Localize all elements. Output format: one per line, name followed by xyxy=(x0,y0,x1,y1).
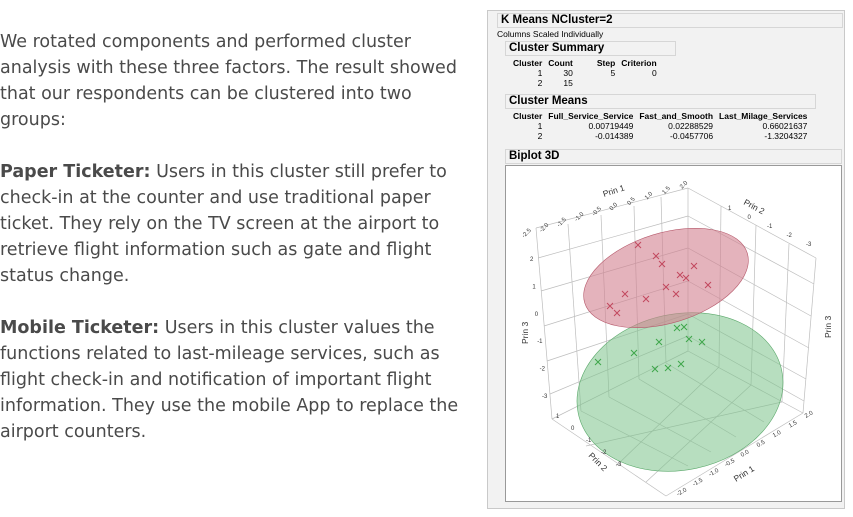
cluster-1-point xyxy=(606,302,614,310)
cluster-2-point xyxy=(685,335,693,343)
scaling-note: Columns Scaled Individually xyxy=(497,29,604,39)
tick-label: -1 xyxy=(767,224,773,230)
paper-ticketer-text: Users in this cluster still prefer to ch… xyxy=(0,162,447,286)
summary-header: Cluster xyxy=(513,58,543,68)
criterion-value: 0 xyxy=(651,68,657,78)
cluster-markers xyxy=(594,241,712,373)
tick-label: -2.0 xyxy=(676,487,689,498)
tick-label: 0.0 xyxy=(740,449,751,459)
tick-label: -1 xyxy=(586,438,592,444)
means-header: Last_Milage_Services xyxy=(719,111,808,121)
tick-label: -1.0 xyxy=(708,468,721,479)
summary-header: Count xyxy=(548,58,573,68)
tick-label: -0.5 xyxy=(591,206,603,218)
axis-label-prin3-right: Prin 3 xyxy=(823,316,833,338)
means-header: Fast_and_Smooth xyxy=(639,111,714,121)
tick-label: -3 xyxy=(542,394,548,400)
cluster-1-point xyxy=(704,281,712,289)
tick-label: 1.0 xyxy=(772,430,783,440)
mobile-ticketer-heading: Mobile Ticketer: xyxy=(0,318,160,338)
kmeans-report: K Means NCluster=2 Columns Scaled Indivi… xyxy=(487,10,845,509)
table-row: 1 30 5 0 xyxy=(510,68,660,78)
cluster-means-title[interactable]: Cluster Means xyxy=(505,94,816,109)
tick-label: 1.5 xyxy=(662,185,673,196)
cluster-1-point xyxy=(634,241,642,249)
means-header: Full_Service_Service xyxy=(548,111,634,121)
summary-header: Criterion xyxy=(621,58,657,68)
cluster-1-point xyxy=(672,290,680,298)
cluster-1-point xyxy=(676,271,684,279)
tick-label: -0.5 xyxy=(724,458,737,469)
tick-labels: -2.5 -2.0 -1.5 -1.0 -0.5 0.00.51.01.52.010-1-… xyxy=(521,180,815,498)
table-row: 2 -0.014389 -0.0457706 -1.3204327 xyxy=(537,131,808,141)
tick-label: 0 xyxy=(748,215,752,221)
tick-label: 1 xyxy=(556,414,560,420)
cluster-2-point xyxy=(655,338,663,346)
intro-paragraph: We rotated components and performed clus… xyxy=(0,32,457,130)
tick-label: 1.0 xyxy=(644,191,655,202)
summary-header: Step xyxy=(596,58,616,68)
tick-label: -1.5 xyxy=(692,477,705,488)
cluster-1-point xyxy=(642,295,650,303)
mobile-ticketer-text: Users in this cluster values the functio… xyxy=(0,318,459,442)
axis-label-prin2-top: Prin 2 xyxy=(742,197,767,216)
tick-label: 1 xyxy=(532,284,536,290)
cluster-2-point xyxy=(673,324,681,332)
axis-label-prin1-bottom: Prin 1 xyxy=(732,463,756,483)
tick-label: -2 xyxy=(540,367,546,373)
cluster-2-point xyxy=(630,349,638,357)
step-value: 5 xyxy=(610,68,616,78)
tick-label: -2 xyxy=(601,450,607,456)
biplot-3d[interactable]: Prin 1 Prin 2 Prin 3 Prin 3 Prin 2 Prin … xyxy=(505,165,842,502)
tick-label: -2.0 xyxy=(539,222,551,234)
tick-label: 0.5 xyxy=(756,439,767,449)
biplot-canvas[interactable]: Prin 1 Prin 2 Prin 3 Prin 3 Prin 2 Prin … xyxy=(506,166,841,501)
tick-label: -1 xyxy=(537,339,543,345)
cluster-2-point xyxy=(698,338,706,346)
tick-label: 1 xyxy=(728,206,732,212)
axis-label-prin3-left: Prin 3 xyxy=(520,322,530,344)
cluster-means-table: Cluster Full_Service_Service Fast_and_Sm… xyxy=(510,111,810,141)
tick-label: 0 xyxy=(571,426,575,432)
table-row: 1 0.00719449 0.02288529 0.66021637 xyxy=(537,121,808,131)
cluster-summary-title[interactable]: Cluster Summary xyxy=(505,41,676,56)
tick-label: -3 xyxy=(616,462,622,468)
cluster-1-point xyxy=(652,252,660,260)
tick-label: 2.0 xyxy=(679,180,690,191)
cluster-1-point xyxy=(621,290,629,298)
paper-ticketer-heading: Paper Ticketer: xyxy=(0,162,151,182)
cluster-2-point xyxy=(664,364,672,372)
cluster-1-point xyxy=(690,262,698,270)
cluster-1-point xyxy=(662,283,670,291)
cluster-2-point xyxy=(594,358,602,366)
mobile-ticketer-paragraph: Mobile Ticketer: Users in this cluster v… xyxy=(0,315,470,445)
biplot-title[interactable]: Biplot 3D xyxy=(505,149,842,164)
tick-label: -3 xyxy=(806,242,812,248)
cluster-2-point xyxy=(680,323,688,331)
tick-label: -2 xyxy=(787,233,793,239)
report-title[interactable]: K Means NCluster=2 xyxy=(497,13,843,28)
tick-label: 1.5 xyxy=(788,420,799,430)
cluster-2-point xyxy=(651,365,659,373)
tick-label: 0.5 xyxy=(627,196,638,207)
cluster-1-point xyxy=(613,309,621,317)
tick-label: 2.0 xyxy=(804,410,815,420)
cluster-1-point xyxy=(682,274,690,282)
table-row: 2 15 xyxy=(537,78,573,88)
tick-label: 0.0 xyxy=(609,202,620,213)
cluster-2-point xyxy=(677,360,685,368)
tick-label: 0 xyxy=(535,312,539,318)
cluster-1-point xyxy=(658,260,666,268)
axis-label-prin1-top: Prin 1 xyxy=(602,182,626,198)
tick-label: 2 xyxy=(530,257,534,263)
cluster-1-ellipsoid xyxy=(583,228,749,328)
tick-label: -1.5 xyxy=(556,217,568,229)
means-header: Cluster xyxy=(513,111,543,121)
paper-ticketer-paragraph: Paper Ticketer: Users in this cluster st… xyxy=(0,159,470,289)
tick-label: -2.5 xyxy=(521,227,533,239)
description-text: We rotated components and performed clus… xyxy=(0,29,470,471)
tick-label: -1.0 xyxy=(574,211,586,223)
cluster-summary-table: Cluster Count Step Criterion 1 30 5 0 2 … xyxy=(510,58,660,88)
